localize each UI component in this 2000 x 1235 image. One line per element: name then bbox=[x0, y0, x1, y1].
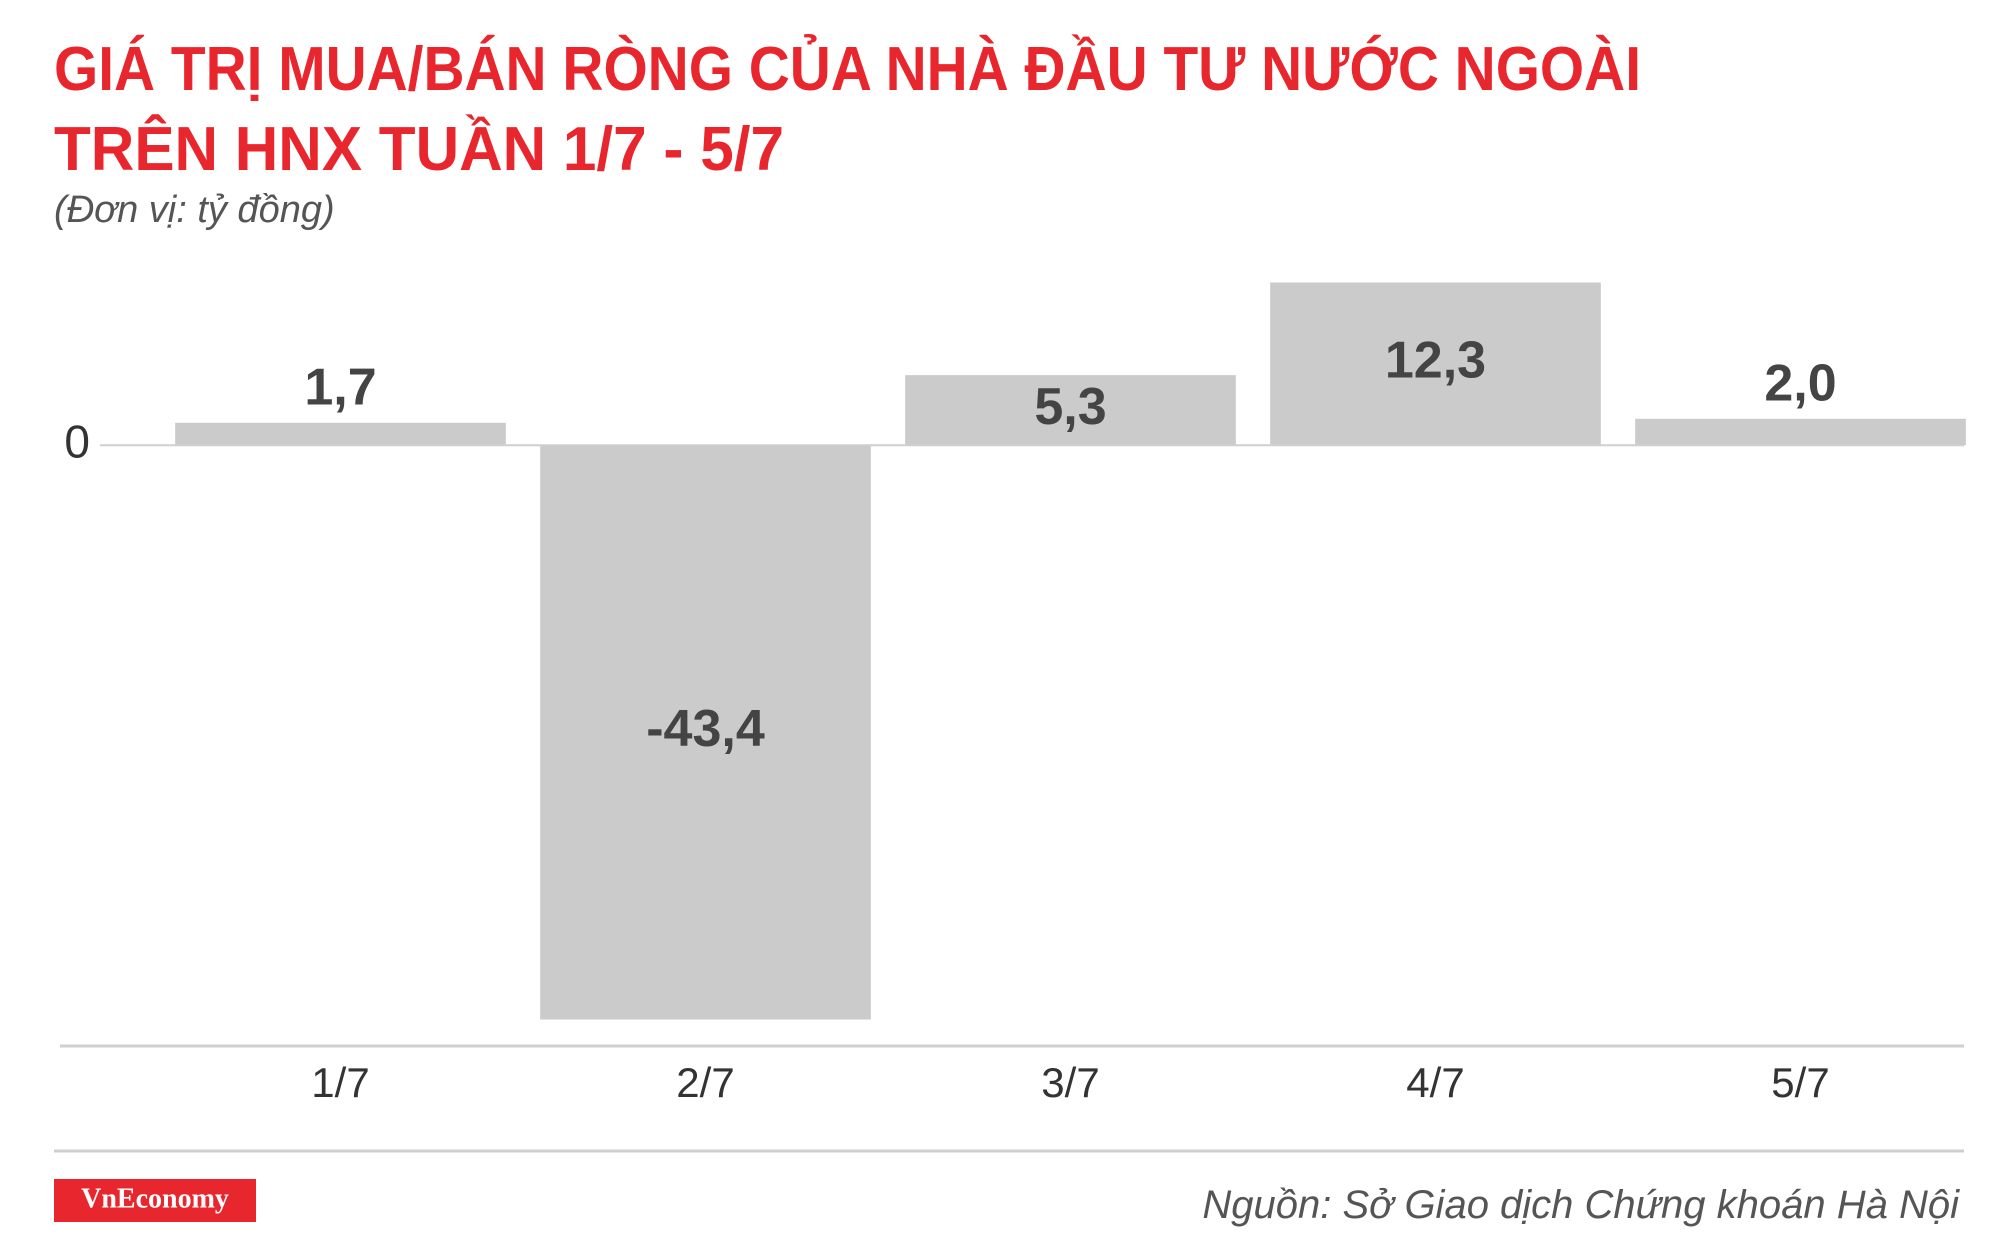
value-label: 2,0 bbox=[1764, 355, 1836, 413]
x-tick-label: 2/7 bbox=[676, 1059, 734, 1106]
chart-title: GIÁ TRỊ MUA/BÁN RÒNG CỦA NHÀ ĐẦU TƯ NƯỚC… bbox=[54, 35, 1641, 104]
value-label: 5,3 bbox=[1034, 378, 1106, 436]
value-label: 12,3 bbox=[1385, 332, 1486, 390]
y-tick-label: 0 bbox=[64, 415, 90, 467]
bar bbox=[905, 375, 1236, 446]
value-label: -43,4 bbox=[646, 700, 765, 758]
logo-box bbox=[54, 1179, 256, 1222]
chart-subtitle: (Đơn vị: tỷ đồng) bbox=[54, 189, 335, 231]
chart-title: TRÊN HNX TUẦN 1/7 - 5/7 bbox=[54, 115, 784, 184]
bar bbox=[1635, 418, 1966, 446]
x-tick-label: 4/7 bbox=[1406, 1059, 1464, 1106]
x-tick-label: 5/7 bbox=[1771, 1059, 1829, 1106]
source: Nguồn: Sở Giao dịch Chứng khoán Hà Nội bbox=[1202, 1183, 1960, 1227]
x-tick-label: 1/7 bbox=[311, 1059, 369, 1106]
bar bbox=[175, 422, 506, 446]
bar bbox=[540, 445, 871, 1020]
value-label: 1,7 bbox=[304, 358, 376, 416]
logo: VnEconomy bbox=[81, 1183, 229, 1214]
x-tick-label: 3/7 bbox=[1041, 1059, 1099, 1106]
bar bbox=[1270, 282, 1601, 446]
